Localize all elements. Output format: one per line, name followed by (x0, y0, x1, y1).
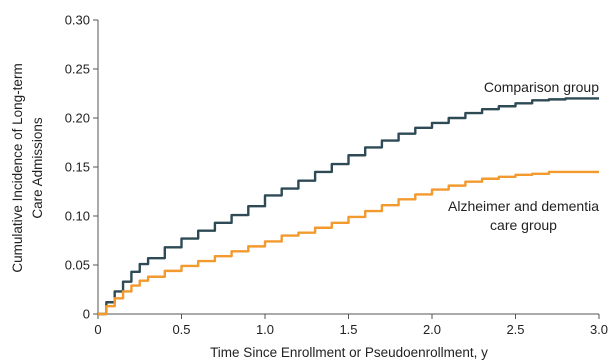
y-axis: 0 0.05 0.10 0.15 0.20 0.25 0.30 (65, 13, 99, 322)
x-tick-label: 3.0 (590, 322, 608, 337)
y-tick-label: 0.30 (65, 13, 90, 28)
series-line-0 (98, 97, 599, 316)
y-tick-label: 0.15 (65, 160, 90, 175)
y-tick-label: 0.20 (65, 111, 90, 126)
series-label-1: Alzheimer and dementia care group (448, 198, 599, 233)
x-axis: 0 0.5 1.0 1.5 2.0 2.5 3.0 (94, 313, 608, 337)
x-tick-label: 1.0 (256, 322, 274, 337)
y-tick-label: 0.10 (65, 209, 90, 224)
x-axis-title: Time Since Enrollment or Pseudoenrollmen… (210, 345, 488, 360)
y-axis-title-line-1: Cumulative Incidence of Long-term (10, 63, 25, 272)
x-tick-label: 0 (94, 322, 101, 337)
x-tick-label: 1.5 (339, 322, 357, 337)
y-tick-label: 0.05 (65, 258, 90, 273)
x-tick-label: 2.5 (506, 322, 524, 337)
series-label-0: Comparison group (484, 79, 599, 95)
series-labels: Comparison group Alzheimer and dementia ca… (448, 79, 599, 233)
y-tick-label: 0.25 (65, 62, 90, 77)
y-axis-title: Cumulative Incidence of Long-term Care A… (10, 63, 45, 272)
series-label-line: Alzheimer and dementia (448, 198, 599, 214)
series-lines (98, 97, 599, 316)
x-tick-label: 0.5 (172, 322, 190, 337)
series-label-line: Comparison group (484, 79, 599, 95)
x-tick-label: 2.0 (423, 322, 441, 337)
series-label-line: care group (490, 217, 557, 233)
series-line-1 (98, 170, 599, 316)
y-tick-label: 0 (83, 307, 90, 322)
y-axis-title-line-2: Care Admissions (30, 117, 45, 219)
